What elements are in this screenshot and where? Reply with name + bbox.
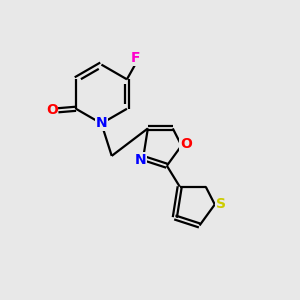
Text: N: N xyxy=(96,116,107,130)
Text: N: N xyxy=(134,152,146,167)
Text: S: S xyxy=(216,197,226,212)
Text: F: F xyxy=(130,51,140,65)
Text: O: O xyxy=(180,137,192,151)
Text: O: O xyxy=(46,103,58,117)
